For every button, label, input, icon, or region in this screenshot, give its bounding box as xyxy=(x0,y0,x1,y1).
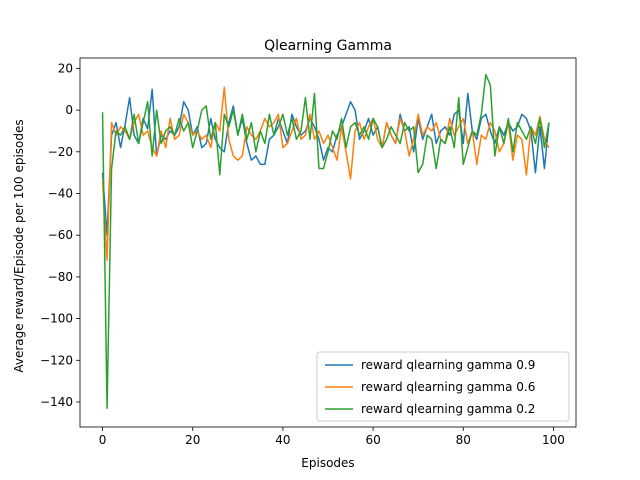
y-tick-label: 0 xyxy=(65,103,73,117)
series-line-1 xyxy=(101,86,550,261)
x-tick-label: 60 xyxy=(365,433,380,447)
series-line-0 xyxy=(101,88,550,236)
y-axis-label: Average reward/Episode per 100 episodes xyxy=(12,119,26,372)
y-tick-label: −40 xyxy=(48,187,73,201)
x-tick-label: 40 xyxy=(275,433,290,447)
x-tick-label: 20 xyxy=(185,433,200,447)
y-tick-label: −80 xyxy=(48,270,73,284)
x-axis-label: Episodes xyxy=(301,456,354,470)
x-tick-label: 0 xyxy=(99,433,107,447)
y-tick-label: 20 xyxy=(58,61,73,75)
y-tick-label: −120 xyxy=(40,353,73,367)
x-tick-label: 80 xyxy=(456,433,471,447)
legend-label-2: reward qlearning gamma 0.2 xyxy=(361,402,535,416)
legend-box xyxy=(316,351,570,422)
chart-title: Qlearning Gamma xyxy=(264,38,392,54)
legend-label-1: reward qlearning gamma 0.6 xyxy=(361,380,535,394)
y-tick-label: −100 xyxy=(40,312,73,326)
plot-area xyxy=(101,73,550,409)
y-tick-label: −140 xyxy=(40,395,73,409)
x-tick-label: 100 xyxy=(542,433,565,447)
legend-label-0: reward qlearning gamma 0.9 xyxy=(361,358,535,372)
axes-frame xyxy=(79,57,577,428)
series-line-2 xyxy=(101,73,550,409)
axes: 0 20 40 60 80 100 20 0 −20 −40 −60 −80 −100 −120 −140 xyxy=(40,57,577,447)
y-tick-label: −60 xyxy=(48,228,73,242)
y-tick-label: −20 xyxy=(48,145,73,159)
legend: reward qlearning gamma 0.9 reward qlearni… xyxy=(316,351,570,422)
